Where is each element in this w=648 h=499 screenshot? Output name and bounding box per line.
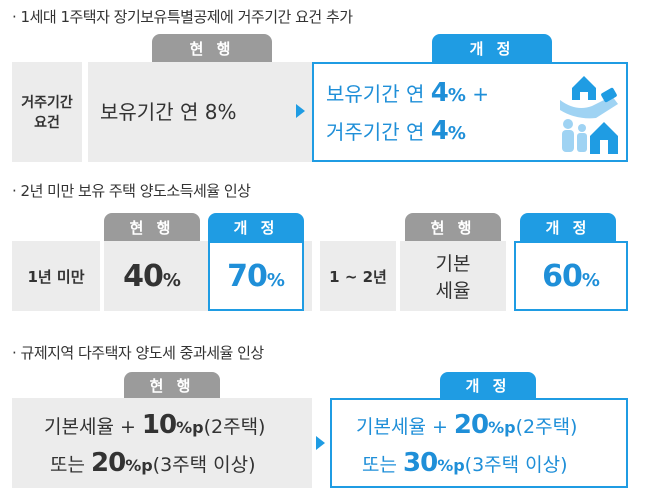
section2-row1-revised: 70% [208, 241, 304, 311]
section1-row-label: 거주기간 요건 [12, 62, 84, 162]
arrow-right-icon [316, 436, 325, 450]
divider [312, 241, 320, 311]
unit: %p [125, 456, 153, 475]
house-hand-icon [556, 66, 622, 158]
text: 또는 [362, 454, 403, 476]
section2-revised-tab: 개 정 [208, 213, 304, 241]
number: 40 [123, 258, 164, 294]
number: 20 [453, 410, 489, 440]
number: 4 [430, 78, 449, 108]
number: 70 [227, 258, 268, 294]
arrow-right-icon [296, 104, 305, 118]
number: 30 [403, 448, 438, 478]
row-label-line2: 요건 [34, 115, 60, 131]
unit: % [266, 269, 285, 291]
section3-revised-line1: 기본세율 + 20%p(2주택) [356, 410, 577, 440]
text: (3주택 이상) [152, 454, 256, 476]
number: 4 [430, 116, 449, 146]
section3-current-box [12, 398, 312, 488]
section2-row2-label: 1 ~ 2년 [329, 267, 387, 286]
section2-row2-current: 기본 세율 [400, 241, 506, 311]
unit: %p [488, 418, 516, 437]
unit: % [162, 269, 181, 291]
text: (2주택) [515, 416, 578, 438]
section2-row2-revised: 60% [514, 241, 628, 311]
divider [396, 241, 400, 311]
text: 보유기간 연 [326, 82, 431, 106]
section2-title: · 2년 미만 보유 주택 양도소득세율 인상 [12, 182, 251, 200]
unit: % [447, 123, 466, 144]
text: 기본세율 + [356, 416, 454, 438]
section3-current-line2: 또는 20%p(3주택 이상) [50, 448, 256, 478]
section3-current-tab: 현 행 [124, 372, 220, 398]
unit: % [447, 85, 466, 106]
unit: %p [437, 456, 465, 475]
section1-revised-line1: 보유기간 연 4% + [326, 78, 489, 108]
number: 20 [91, 448, 126, 478]
section2-row1-label: 1년 미만 [27, 267, 85, 286]
text: (3주택 이상) [464, 454, 568, 476]
number: 60 [542, 258, 583, 294]
section1-revised-tab: 개 정 [432, 34, 552, 62]
section3-title: · 규제지역 다주택자 양도세 중과세율 인상 [12, 344, 264, 362]
text: 기본세율 + [44, 416, 142, 438]
number: 10 [141, 410, 177, 440]
section2-current-tab-2: 현 행 [405, 213, 501, 241]
divider [100, 241, 104, 311]
section2-row1-current: 40% [104, 241, 200, 311]
section3-revised-box [330, 398, 628, 488]
section1-current-text: 보유기간 연 8% [100, 100, 237, 124]
text: 기본 [435, 253, 471, 275]
unit: % [581, 269, 600, 291]
text: + [465, 82, 489, 106]
section2-current-tab: 현 행 [104, 213, 200, 241]
section1-title: · 1세대 1주택자 장기보유특별공제에 거주기간 요건 추가 [12, 8, 353, 26]
divider [506, 241, 514, 311]
section3-current-line1: 기본세율 + 10%p(2주택) [44, 410, 265, 440]
section2-revised-tab-2: 개 정 [520, 213, 616, 241]
section3-revised-line2: 또는 30%p(3주택 이상) [362, 448, 568, 478]
text: (2주택) [203, 416, 266, 438]
section1-revised-line2: 거주기간 연 4% [326, 116, 466, 146]
section3-revised-tab: 개 정 [440, 372, 536, 398]
divider [84, 62, 88, 162]
unit: %p [176, 418, 204, 437]
text: 세율 [435, 280, 471, 302]
text: 또는 [50, 454, 91, 476]
section1-current-tab: 현 행 [152, 34, 272, 62]
text: 거주기간 연 [326, 120, 431, 144]
row-label-line1: 거주기간 [21, 95, 73, 111]
